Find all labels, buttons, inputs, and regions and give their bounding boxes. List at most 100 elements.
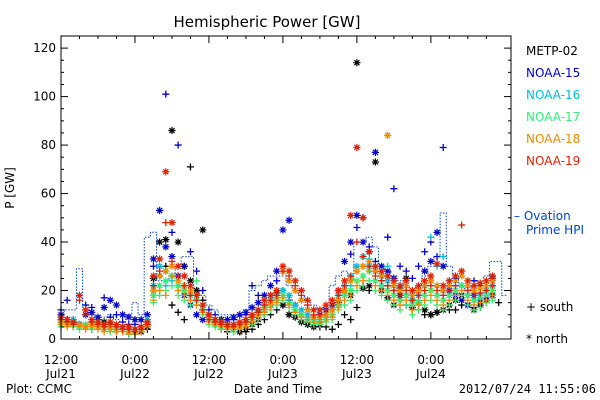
noaa-19-north-point xyxy=(464,277,472,285)
noaa-18-north-point xyxy=(414,286,423,295)
noaa-19-south-point xyxy=(186,291,194,299)
x-tick-label-date: Jul24 xyxy=(415,367,446,381)
noaa-15-north-point xyxy=(125,313,133,321)
noaa-17-north-point xyxy=(482,291,490,299)
noaa-19-north-point xyxy=(433,260,441,268)
noaa-19-north-point xyxy=(303,296,312,304)
data-points xyxy=(57,59,503,338)
legend-noaa-19: NOAA-19 xyxy=(526,154,580,168)
noaa-15-north-point xyxy=(439,262,447,270)
noaa-18-south-point xyxy=(452,291,460,299)
noaa-16-north-point xyxy=(285,291,293,299)
noaa-19-north-point xyxy=(476,279,484,287)
noaa-19-north-point xyxy=(396,282,404,290)
noaa-15-north-point xyxy=(199,316,207,324)
noaa-17-south-point xyxy=(193,277,201,285)
noaa-15-north-point xyxy=(248,303,256,312)
noaa-18-north-point xyxy=(439,286,447,295)
noaa-19-north-point xyxy=(328,296,336,304)
metp-02-south-point xyxy=(495,299,503,307)
metp-02-south-point xyxy=(347,316,355,324)
noaa-18-south-point xyxy=(433,296,441,304)
noaa-15-north-point xyxy=(242,308,250,316)
noaa-18-south-point xyxy=(291,308,299,316)
noaa-19-north-point xyxy=(242,316,250,324)
noaa-15-south-point xyxy=(390,185,398,193)
noaa-18-north-point xyxy=(347,277,355,285)
noaa-18-south-point xyxy=(347,291,355,299)
noaa-18-south-point xyxy=(304,316,312,324)
noaa-15-south-point xyxy=(254,291,262,299)
noaa-19-north-point xyxy=(445,277,453,285)
noaa-15-north-point xyxy=(254,299,262,307)
noaa-15-south-point xyxy=(439,144,447,152)
noaa-18-south-point xyxy=(156,287,164,295)
noaa-18-north-point xyxy=(353,267,361,275)
noaa-19-south-point xyxy=(421,287,429,295)
noaa-19-north-point xyxy=(223,320,232,329)
noaa-15-south-point xyxy=(248,282,256,290)
noaa-19-north-point xyxy=(458,267,466,275)
noaa-19-south-point xyxy=(359,253,367,261)
noaa-19-north-point xyxy=(119,323,127,331)
metp-02-north-point xyxy=(279,301,287,309)
noaa-18-south-point xyxy=(445,296,453,304)
noaa-18-south-point xyxy=(279,294,287,302)
noaa-19-north-point xyxy=(365,248,373,256)
metp-02-north-point xyxy=(427,311,435,319)
noaa-17-north-point xyxy=(359,272,367,280)
x-tick-label-time: 12:00 xyxy=(44,353,79,367)
noaa-15-south-point xyxy=(193,267,201,275)
noaa-19-north-point xyxy=(482,277,490,285)
noaa-15-north-point xyxy=(371,148,379,156)
noaa-16-north-point xyxy=(384,277,392,285)
noaa-19-north-point xyxy=(94,318,102,326)
noaa-18-south-point xyxy=(162,291,170,299)
noaa-18-south-point xyxy=(390,296,398,304)
noaa-18-north-point xyxy=(470,286,478,295)
x-tick-label-date: Jul21 xyxy=(45,367,76,381)
noaa-15-south-point xyxy=(273,277,281,285)
noaa-18-north-point xyxy=(384,131,392,139)
noaa-18-north-point xyxy=(458,272,466,280)
noaa-15-south-point xyxy=(402,267,410,275)
noaa-15-north-point xyxy=(162,243,170,251)
noaa-18-north-point xyxy=(464,282,472,290)
footer-right: 2012/07/24 11:55:06 xyxy=(459,382,596,396)
noaa-16-north-point xyxy=(353,262,361,270)
noaa-19-north-point xyxy=(285,267,293,275)
noaa-18-south-point xyxy=(476,299,484,307)
noaa-18-south-point xyxy=(297,313,305,321)
metp-02-north-point xyxy=(162,236,170,244)
legend-marker-north: * north xyxy=(526,332,568,346)
noaa-19-north-point xyxy=(334,286,342,295)
noaa-19-north-point xyxy=(310,306,318,314)
noaa-18-north-point xyxy=(359,262,367,270)
noaa-19-north-point xyxy=(402,277,410,285)
legend-ovation-line2: Prime HPI xyxy=(526,223,584,237)
noaa-16-north-point xyxy=(297,306,306,314)
noaa-17-north-point xyxy=(421,291,429,299)
noaa-17-north-point xyxy=(402,291,410,299)
metp-02-north-point xyxy=(421,306,429,314)
noaa-15-north-point xyxy=(137,316,145,324)
noaa-18-south-point xyxy=(482,296,490,304)
noaa-19-north-point xyxy=(137,323,145,331)
noaa-19-south-point xyxy=(168,257,176,265)
noaa-18-north-point xyxy=(488,277,497,285)
noaa-19-north-point xyxy=(205,311,213,319)
noaa-15-north-point xyxy=(260,291,269,299)
x-tick-label-time: 0:00 xyxy=(269,353,296,367)
noaa-15-north-point xyxy=(458,296,466,304)
noaa-17-north-point xyxy=(149,291,158,299)
legend-noaa-17: NOAA-17 xyxy=(526,110,580,124)
noaa-18-south-point xyxy=(415,301,423,309)
noaa-18-north-point xyxy=(303,306,312,314)
noaa-18-north-point xyxy=(433,282,441,290)
noaa-18-south-point xyxy=(384,291,392,299)
noaa-19-north-point xyxy=(291,277,299,285)
noaa-19-north-point xyxy=(421,277,429,285)
noaa-15-south-point xyxy=(186,248,194,256)
noaa-15-south-point xyxy=(174,141,182,149)
noaa-17-north-point xyxy=(488,286,497,295)
